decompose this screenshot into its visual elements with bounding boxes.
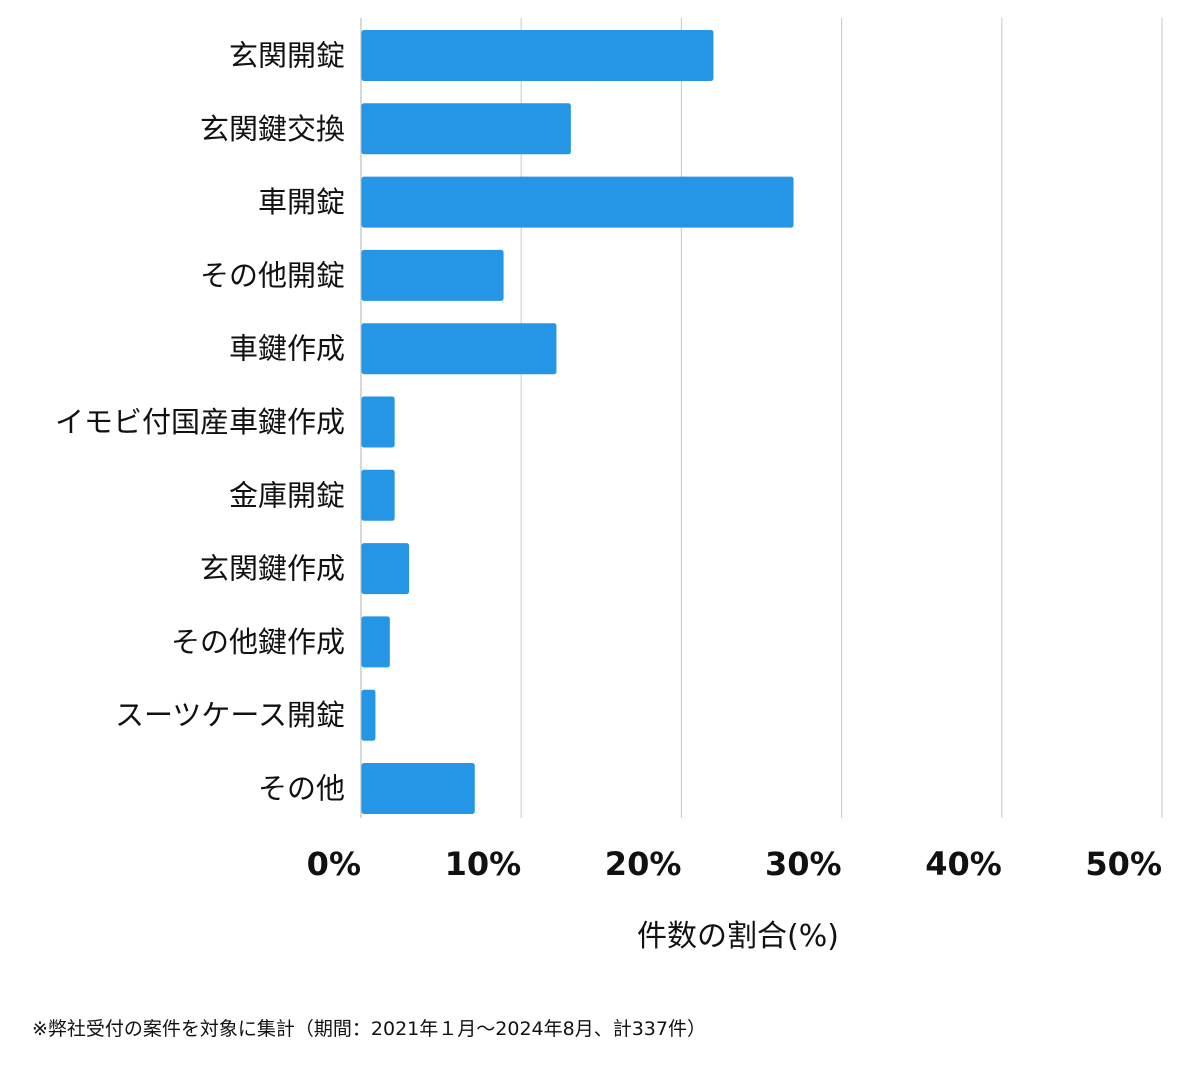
x-tick-label: 20% bbox=[605, 845, 682, 883]
bar bbox=[361, 323, 557, 375]
bar bbox=[361, 103, 571, 155]
bar bbox=[361, 396, 395, 448]
category-label: 金庫開錠 bbox=[229, 478, 345, 512]
category-label: 玄関鍵作成 bbox=[200, 552, 345, 586]
category-label: その他 bbox=[258, 772, 345, 806]
category-label: その他鍵作成 bbox=[171, 625, 345, 659]
x-tick-label: 50% bbox=[1085, 845, 1162, 883]
x-tick-label: 0% bbox=[307, 845, 361, 883]
bar bbox=[361, 30, 714, 81]
category-label: 車鍵作成 bbox=[229, 332, 345, 366]
x-axis-title: 件数の割合(%) bbox=[637, 919, 839, 954]
category-label: その他開錠 bbox=[200, 258, 345, 292]
category-label: 玄関開錠 bbox=[229, 39, 345, 73]
bar bbox=[361, 469, 395, 521]
footnote: ※弊社受付の案件を対象に集計（期間：2021年１月〜2024年8月、計337件） bbox=[32, 1018, 706, 1040]
x-tick-label: 10% bbox=[445, 845, 522, 883]
bar bbox=[361, 763, 475, 814]
bar bbox=[361, 249, 504, 301]
bars bbox=[361, 30, 794, 814]
bar bbox=[361, 176, 794, 228]
x-tick-label: 40% bbox=[925, 845, 1002, 883]
bar bbox=[361, 616, 390, 668]
category-labels: 玄関開錠玄関鍵交換車開錠その他開錠車鍵作成イモビ付国産車鍵作成金庫開錠玄関鍵作成… bbox=[55, 39, 345, 806]
category-label: イモビ付国産車鍵作成 bbox=[55, 405, 345, 439]
bar bbox=[361, 543, 410, 595]
category-label: 玄関鍵交換 bbox=[200, 112, 345, 146]
category-label: 車開錠 bbox=[258, 185, 345, 219]
bar bbox=[361, 689, 376, 741]
x-tick-labels: 0% 10% 20% 30% 40% 50% bbox=[307, 845, 1162, 883]
x-tick-label: 30% bbox=[765, 845, 842, 883]
category-label: スーツケース開錠 bbox=[115, 698, 345, 732]
